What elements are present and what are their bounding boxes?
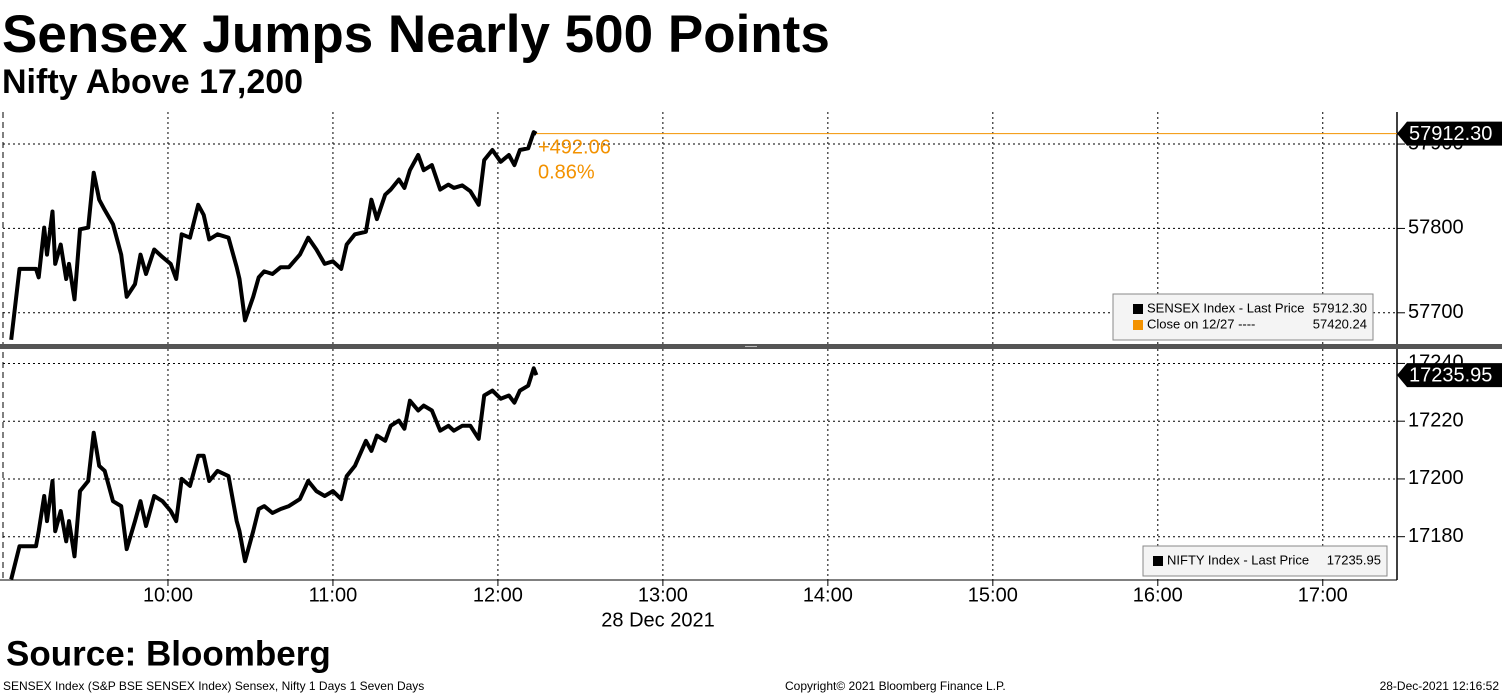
x-tick-label: 14:00 [803,584,853,606]
last-price-label: 57912.30 [1409,123,1492,145]
legend-box [1112,293,1374,341]
source: Source: Bloomberg [6,634,331,673]
x-tick-label: 10:00 [143,584,193,606]
legend-label: NIFTY Index - Last Price [1167,552,1309,567]
legend-label: SENSEX Index - Last Price [1147,300,1305,315]
change-annotation: 0.86% [538,161,595,183]
plot-area [9,366,539,580]
last-price-label: 17235.95 [1409,364,1492,386]
legend-swatch [1133,304,1143,314]
x-tick-label: 15:00 [968,584,1018,606]
y-tick-label: 57700 [1408,301,1464,323]
legend-value: 57420.24 [1313,316,1367,331]
chart-subtitle: Nifty Above 17,200 [2,63,303,101]
y-tick-label: 17220 [1408,409,1464,431]
change-annotation: +492.06 [538,136,611,158]
legend-box [1142,545,1388,577]
footer-copyright: Copyright© 2021 Bloomberg Finance L.P. [785,679,1006,693]
x-tick-label: 11:00 [309,584,358,606]
series-line [9,130,538,341]
chart-title: Sensex Jumps Nearly 500 Points [2,5,830,64]
x-tick-label: 17:00 [1298,584,1348,606]
x-tick-label: 12:00 [473,584,523,606]
y-tick-label: 17180 [1408,525,1464,547]
legend-swatch [1133,320,1143,330]
footer-description: SENSEX Index (S&P BSE SENSEX Index) Sens… [3,679,424,693]
last-price-tag [1397,121,1502,146]
legend-label: Close on 12/27 ---- [1147,316,1255,331]
series-line [9,366,539,580]
legend-value: 57912.30 [1313,300,1367,315]
legend-value: 17235.95 [1327,552,1381,567]
footer-timestamp: 28-Dec-2021 12:16:52 [1380,679,1500,693]
x-tick-label: 16:00 [1133,584,1183,606]
last-price-tag [1397,363,1502,388]
x-tick-label: 13:00 [638,584,688,606]
legend-swatch [1153,556,1163,566]
plot-area [9,130,538,341]
y-tick-label: 17200 [1408,467,1464,489]
y-tick-label: 57800 [1408,217,1464,239]
date-label: 28 Dec 2021 [601,609,714,631]
